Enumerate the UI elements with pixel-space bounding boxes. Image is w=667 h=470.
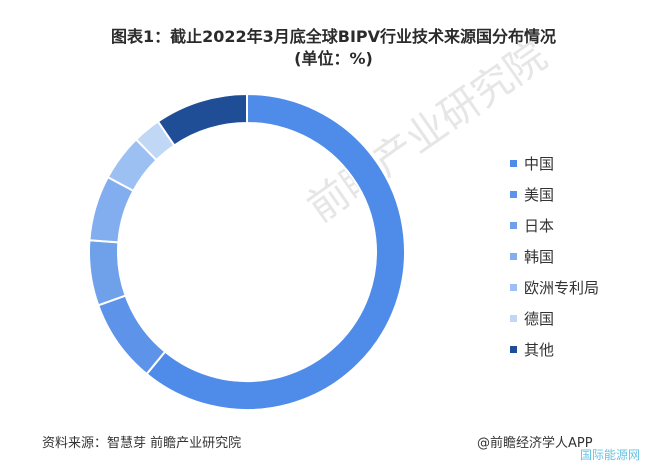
legend-label: 德国 <box>524 310 555 328</box>
donut-slice-6 <box>156 92 248 147</box>
credit-text: @前瞻经济学人APP <box>477 436 593 451</box>
legend-item: 韩国 <box>510 241 599 272</box>
legend-label: 韩国 <box>524 248 555 266</box>
legend-item: 美国 <box>510 179 599 210</box>
legend-swatch <box>510 346 517 353</box>
data-source: 资料来源：智慧芽 前瞻产业研究院 <box>42 436 242 451</box>
legend-swatch <box>510 191 517 198</box>
chart-title-line1: 图表1：截止2022年3月底全球BIPV行业技术来源国分布情况 <box>110 27 557 46</box>
legend-label: 其他 <box>524 341 555 359</box>
legend-item: 中国 <box>510 148 599 179</box>
legend-item: 其他 <box>510 334 599 365</box>
legend-label: 美国 <box>524 186 555 204</box>
legend-item: 日本 <box>510 210 599 241</box>
donut-slice-0 <box>145 92 406 411</box>
legend-item: 欧洲专利局 <box>510 272 599 303</box>
donut-slice-2 <box>88 239 127 307</box>
legend-label: 欧洲专利局 <box>524 279 600 297</box>
legend-swatch <box>510 253 517 260</box>
donut-slice-1 <box>96 294 167 376</box>
chart-title: 图表1：截止2022年3月底全球BIPV行业技术来源国分布情况 (单位：%) <box>0 26 667 70</box>
legend-item: 德国 <box>510 303 599 334</box>
legend-swatch <box>510 222 517 229</box>
legend-swatch <box>510 284 517 291</box>
chart-title-line2: (单位：%) <box>294 49 373 68</box>
watermark-corner: 国际能源网 <box>580 448 641 462</box>
legend-label: 中国 <box>524 155 555 173</box>
legend-label: 日本 <box>524 217 555 235</box>
legend-swatch <box>510 160 517 167</box>
legend-swatch <box>510 315 517 322</box>
chart-legend: 中国美国日本韩国欧洲专利局德国其他 <box>510 148 599 365</box>
